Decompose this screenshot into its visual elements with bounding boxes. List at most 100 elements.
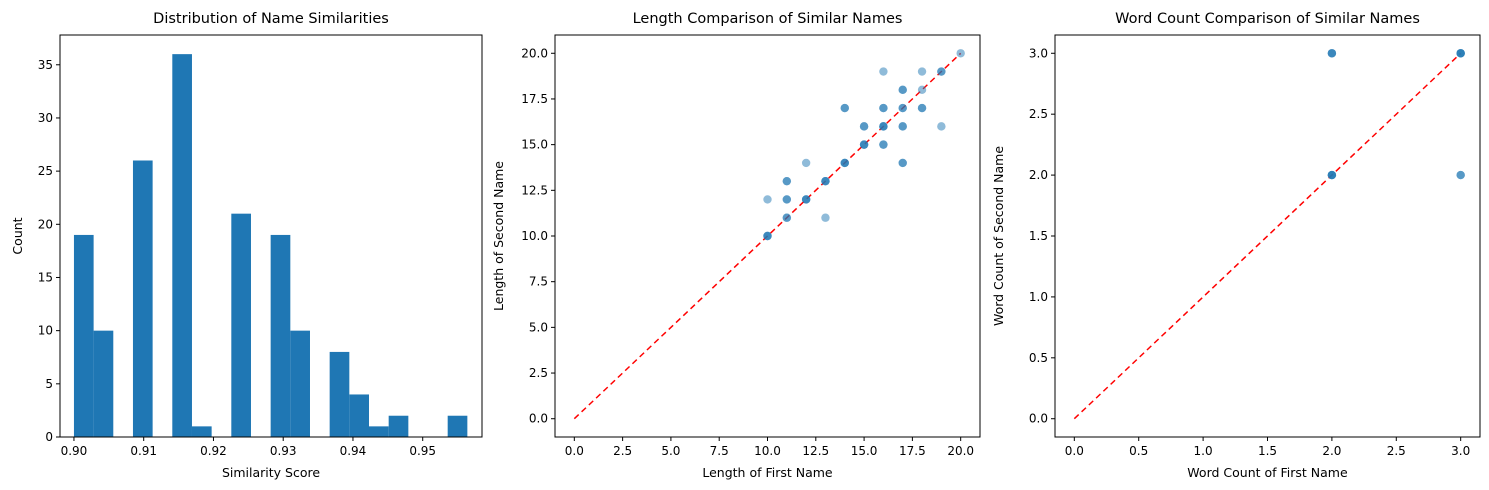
x-tick-label: 20.0	[947, 444, 974, 458]
scatter-point	[917, 103, 927, 113]
y-tick-label: 17.5	[521, 92, 548, 106]
scatter-point	[1456, 170, 1465, 180]
y-tick-label: 30	[38, 111, 53, 125]
y-tick-label: 1.5	[1029, 229, 1048, 243]
histogram-bar	[172, 54, 192, 438]
scatter-point	[1456, 49, 1465, 58]
histogram-bar	[447, 415, 468, 437]
y-tick-label: 12.5	[521, 183, 548, 197]
x-tick-label: 2.0	[1322, 444, 1341, 458]
x-tick-label: 0.90	[61, 444, 88, 458]
scatter-point	[917, 67, 927, 76]
histogram-bar	[349, 394, 370, 437]
x-tick-label: 17.5	[899, 444, 926, 458]
y-tick-label: 5.0	[529, 320, 548, 334]
y-tick-label: 2.5	[1029, 107, 1048, 121]
y-tick-label: 0.5	[1029, 351, 1048, 365]
scatter-point	[782, 176, 792, 186]
scatter-point	[782, 213, 792, 222]
histogram-bar	[231, 213, 251, 437]
y-tick-label: 15.0	[521, 138, 548, 152]
scatter-point	[859, 140, 869, 149]
scatter-point	[937, 67, 946, 76]
histogram-bar	[132, 160, 153, 437]
x-tick-label: 7.5	[710, 444, 729, 458]
x-tick-label: 1.5	[1258, 444, 1277, 458]
x-axis-label: Word Count of First Name	[1187, 465, 1348, 480]
histogram-bar	[369, 426, 389, 437]
x-tick-label: 15.0	[851, 444, 878, 458]
word-count-scatter-panel: Word Count Comparison of Similar Names 0.…	[991, 11, 1481, 480]
reference-line	[1073, 52, 1462, 420]
scatter-point	[763, 231, 772, 241]
histogram-bar	[73, 234, 94, 437]
scatter-point	[898, 158, 907, 168]
y-tick-label: 7.5	[529, 275, 548, 289]
scatter-point	[1327, 170, 1337, 180]
scatter-point	[840, 158, 849, 168]
chart-title: Distribution of Name Similarities	[153, 11, 389, 27]
scatter-point	[821, 176, 830, 186]
histogram-panel: Distribution of Name Similarities 0.90 0.9…	[10, 11, 483, 480]
scatter-point	[801, 158, 811, 168]
y-tick-label: 3.0	[1029, 46, 1048, 60]
x-tick-label: 12.5	[802, 444, 829, 458]
y-tick-label: 10	[38, 324, 53, 338]
scatter-point	[782, 195, 792, 204]
axes-frame	[59, 34, 483, 438]
scatter-point	[821, 213, 830, 222]
y-tick-label: 15	[38, 270, 53, 284]
scatter-point	[879, 103, 888, 113]
scatter-point	[879, 122, 888, 131]
x-tick-label: 2.5	[613, 444, 632, 458]
histogram-bar	[191, 426, 212, 437]
scatter-point	[1327, 49, 1337, 58]
y-tick-label: 1.0	[1029, 290, 1048, 304]
histogram-bar	[388, 415, 409, 437]
y-tick-label: 2.0	[1029, 168, 1048, 182]
x-tick-label: 0.0	[1065, 444, 1084, 458]
scatter-point	[898, 122, 907, 131]
x-tick-label: 0.93	[270, 444, 297, 458]
y-tick-label: 20	[38, 217, 53, 231]
x-tick-label: 0.0	[565, 444, 584, 458]
x-axis-label: Similarity Score	[222, 465, 320, 480]
chart-title: Word Count Comparison of Similar Names	[1115, 11, 1420, 27]
y-tick-label: 5	[45, 377, 53, 391]
y-tick-label: 25	[38, 164, 53, 178]
y-tick-label: 0.0	[1029, 412, 1048, 426]
scatter-point	[917, 85, 927, 95]
scatter-point	[859, 122, 869, 131]
x-tick-label: 1.0	[1194, 444, 1213, 458]
y-tick-label: 35	[38, 58, 53, 72]
histogram-bar	[93, 330, 114, 437]
scatter-point	[879, 67, 888, 76]
scatter-point	[937, 122, 946, 131]
x-tick-label: 0.91	[130, 444, 157, 458]
y-axis-label: Length of Second Name	[491, 161, 506, 311]
scatter-point	[763, 195, 772, 204]
scatter-point	[898, 103, 907, 113]
x-tick-label: 0.94	[340, 444, 367, 458]
length-scatter-panel: Length Comparison of Similar Names 0.0 2.5…	[491, 11, 981, 480]
histogram-bar	[290, 330, 310, 437]
y-axis-label: Word Count of Second Name	[991, 146, 1006, 326]
scatter-point	[879, 140, 888, 149]
x-tick-label: 0.5	[1129, 444, 1148, 458]
histogram-bar	[329, 351, 350, 437]
x-tick-label: 0.95	[409, 444, 436, 458]
x-tick-label: 0.92	[200, 444, 227, 458]
scatter-point	[840, 103, 849, 113]
y-axis-label: Count	[10, 217, 25, 254]
x-tick-label: 10.0	[754, 444, 781, 458]
x-tick-label: 2.5	[1387, 444, 1406, 458]
y-tick-label: 20.0	[521, 46, 548, 60]
y-tick-label: 2.5	[529, 366, 548, 380]
histogram-bar	[270, 234, 291, 437]
scatter-point	[801, 195, 811, 204]
y-tick-label: 0	[45, 430, 53, 444]
x-tick-label: 5.0	[661, 444, 680, 458]
chart-title: Length Comparison of Similar Names	[633, 11, 903, 27]
y-tick-label: 10.0	[521, 229, 548, 243]
